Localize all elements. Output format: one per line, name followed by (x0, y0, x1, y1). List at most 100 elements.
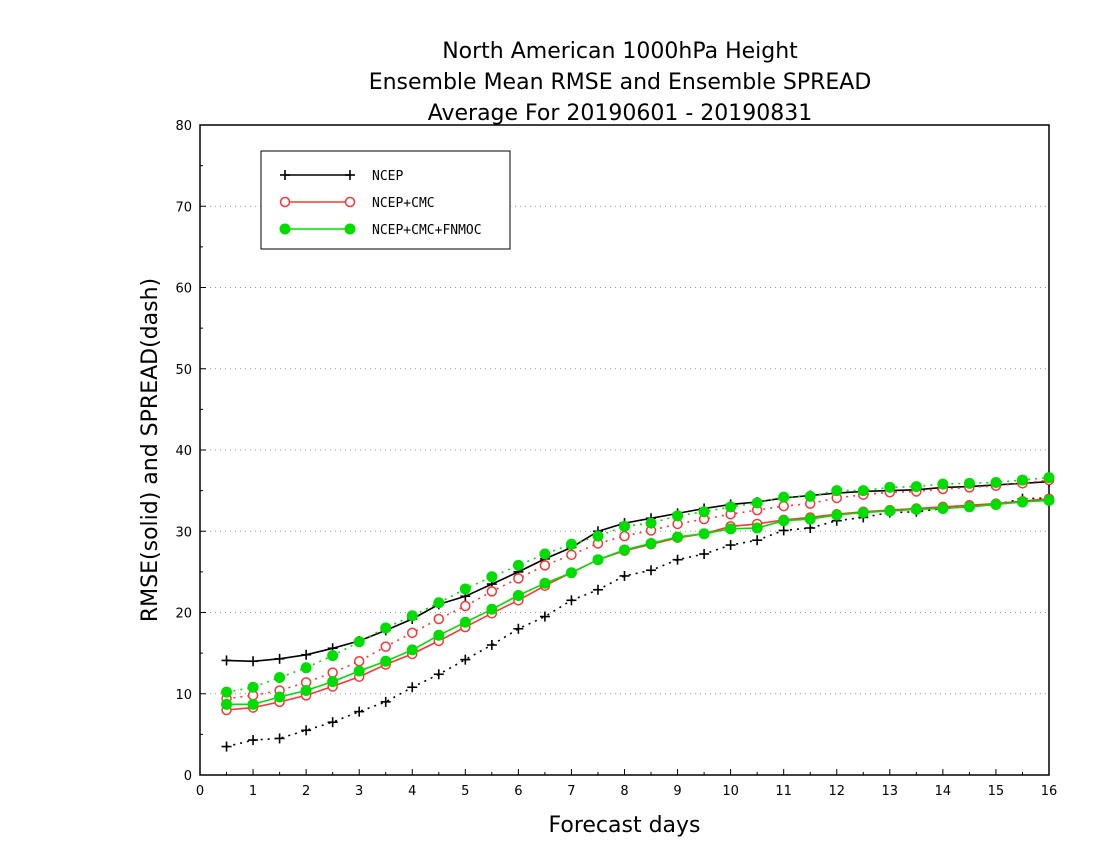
ncep-cmc-fnmoc-spread-point (512, 559, 524, 571)
ncep-cmc-fnmoc-spread-markers (221, 472, 1055, 698)
ncep-cmc-fnmoc-rmse-point (751, 522, 763, 534)
ncep-spread-line (226, 497, 1050, 748)
ncep-cmc-spread-point (566, 549, 577, 561)
title-line-2: Ensemble Mean RMSE and Ensemble SPREAD (369, 70, 872, 95)
ncep-cmc-fnmoc-spread-point (831, 485, 843, 497)
ncep-cmc-fnmoc-spread-point (751, 497, 763, 509)
ncep-cmc-fnmoc-rmse-point (221, 698, 233, 710)
legend-marker (345, 170, 355, 180)
ncep-cmc-fnmoc-spread-point (300, 662, 312, 674)
ncep-cmc-rmse-line (226, 498, 1050, 711)
ncep-cmc-fnmoc-rmse-point (512, 589, 524, 601)
x-axis-label: Forecast days (548, 813, 700, 838)
ncep-rmse-point (248, 656, 259, 667)
ncep-spread-point (248, 735, 259, 746)
ncep-cmc-fnmoc-rmse-point (247, 698, 259, 710)
ncep-cmc-fnmoc-rmse-point (884, 505, 896, 517)
ncep-cmc-fnmoc-spread-point (725, 501, 737, 513)
ncep-cmc-fnmoc-rmse-point (910, 503, 922, 515)
ncep-spread-point (407, 682, 418, 693)
ncep-spread-point (805, 523, 816, 533)
legend: NCEP NCEP+CMC NCEP+CMC+FNMOC (260, 150, 511, 250)
x-tick-label: 15 (988, 784, 1005, 799)
ncep-cmc-fnmoc-spread-point (910, 481, 922, 493)
ncep-cmc-fnmoc-rmse-point (857, 507, 869, 519)
x-tick-label: 14 (935, 784, 952, 799)
ncep-cmc-spread-point (327, 667, 338, 678)
ncep-cmc-fnmoc-rmse-point (1043, 494, 1055, 506)
y-tick-label: 30 (175, 525, 192, 540)
ncep-cmc-fnmoc-rmse-point (433, 629, 445, 641)
ncep-cmc-fnmoc-rmse-point (804, 513, 816, 525)
ncep-rmse-markers (221, 476, 1054, 667)
ncep-cmc-fnmoc-spread-point (963, 477, 975, 489)
ncep-cmc-fnmoc-spread-point (565, 538, 577, 550)
ncep-spread-point (301, 725, 312, 736)
ncep-cmc-fnmoc-rmse-point (539, 577, 551, 589)
x-tick-label: 16 (1041, 784, 1058, 799)
ncep-cmc-fnmoc-spread-point (221, 686, 233, 698)
ncep-cmc-spread-point (539, 560, 551, 571)
ncep-spread-markers (221, 492, 1054, 752)
ncep-cmc-fnmoc-rmse-point (459, 616, 471, 628)
y-tick-label: 10 (175, 688, 192, 703)
ncep-cmc-fnmoc-spread-point (884, 481, 896, 493)
ncep-cmc-fnmoc-spread-point (539, 548, 551, 560)
ncep-cmc-spread-markers (221, 474, 1055, 704)
ncep-spread-point (752, 535, 763, 546)
ncep-cmc-fnmoc-spread-point (327, 650, 339, 662)
x-tick-label: 0 (196, 784, 204, 799)
ncep-cmc-fnmoc-spread-point (619, 520, 630, 532)
ncep-cmc-spread-point (407, 627, 418, 639)
ncep-cmc-fnmoc-rmse-point (300, 685, 312, 696)
x-tick-label: 1 (249, 784, 257, 799)
ncep-cmc-spread-point (486, 586, 498, 597)
y-tick-label: 70 (175, 200, 192, 215)
x-tick-label: 12 (828, 784, 845, 799)
ncep-cmc-fnmoc-spread-point (857, 485, 869, 497)
legend-label: NCEP+CMC+FNMOC (372, 223, 482, 238)
x-tick-label: 13 (882, 784, 899, 799)
ncep-cmc-fnmoc-rmse-point (565, 567, 577, 579)
x-tick-label: 11 (775, 784, 792, 799)
x-tick-label: 3 (355, 784, 363, 799)
x-tick-label: 9 (673, 784, 681, 799)
ncep-spread-point (566, 595, 577, 606)
ncep-cmc-fnmoc-rmse-point (486, 603, 498, 615)
ncep-cmc-fnmoc-spread-point (486, 571, 498, 583)
ncep-rmse-point (301, 649, 312, 660)
ncep-spread-point (592, 584, 603, 595)
ncep-spread-point (539, 611, 550, 622)
ncep-spread-point (354, 706, 365, 717)
ncep-cmc-spread-point (513, 573, 524, 584)
ncep-cmc-fnmoc-spread-point (406, 610, 418, 622)
ncep-cmc-fnmoc-rmse-point (380, 655, 392, 667)
ncep-cmc-fnmoc-spread-point (672, 510, 684, 522)
x-tick-label: 7 (567, 784, 575, 799)
ncep-cmc-fnmoc-rmse-point (353, 665, 365, 677)
ncep-cmc-fnmoc-rmse-point (963, 501, 975, 513)
x-tick-label: 6 (514, 784, 522, 799)
ncep-cmc-fnmoc-rmse-point (831, 509, 843, 521)
ncep-cmc-fnmoc-spread-point (778, 491, 790, 503)
ncep-spread-point (646, 565, 657, 576)
ncep-cmc-fnmoc-rmse-point (645, 537, 657, 549)
y-tick-label: 50 (175, 363, 192, 378)
legend-box (260, 150, 511, 250)
ncep-cmc-fnmoc-rmse-point (778, 515, 790, 527)
ncep-cmc-fnmoc-rmse-point (592, 554, 604, 566)
ncep-cmc-fnmoc-spread-point (937, 478, 949, 490)
ncep-cmc-fnmoc-rmse-point (619, 544, 630, 556)
legend-marker (280, 170, 290, 180)
ncep-cmc-fnmoc-spread-point (433, 597, 445, 609)
y-tick-label: 20 (175, 607, 192, 622)
ncep-cmc-spread-point (433, 613, 445, 625)
x-tick-label: 10 (722, 784, 739, 799)
ncep-cmc-fnmoc-spread-point (459, 583, 471, 595)
ncep-cmc-fnmoc-rmse-point (406, 644, 418, 656)
y-tick-label: 0 (184, 769, 192, 784)
y-tick-label: 40 (175, 444, 192, 459)
legend-item-ncep-cmc: NCEP+CMC (279, 196, 435, 211)
ncep-spread-point (221, 741, 232, 752)
x-tick-label: 2 (302, 784, 310, 799)
